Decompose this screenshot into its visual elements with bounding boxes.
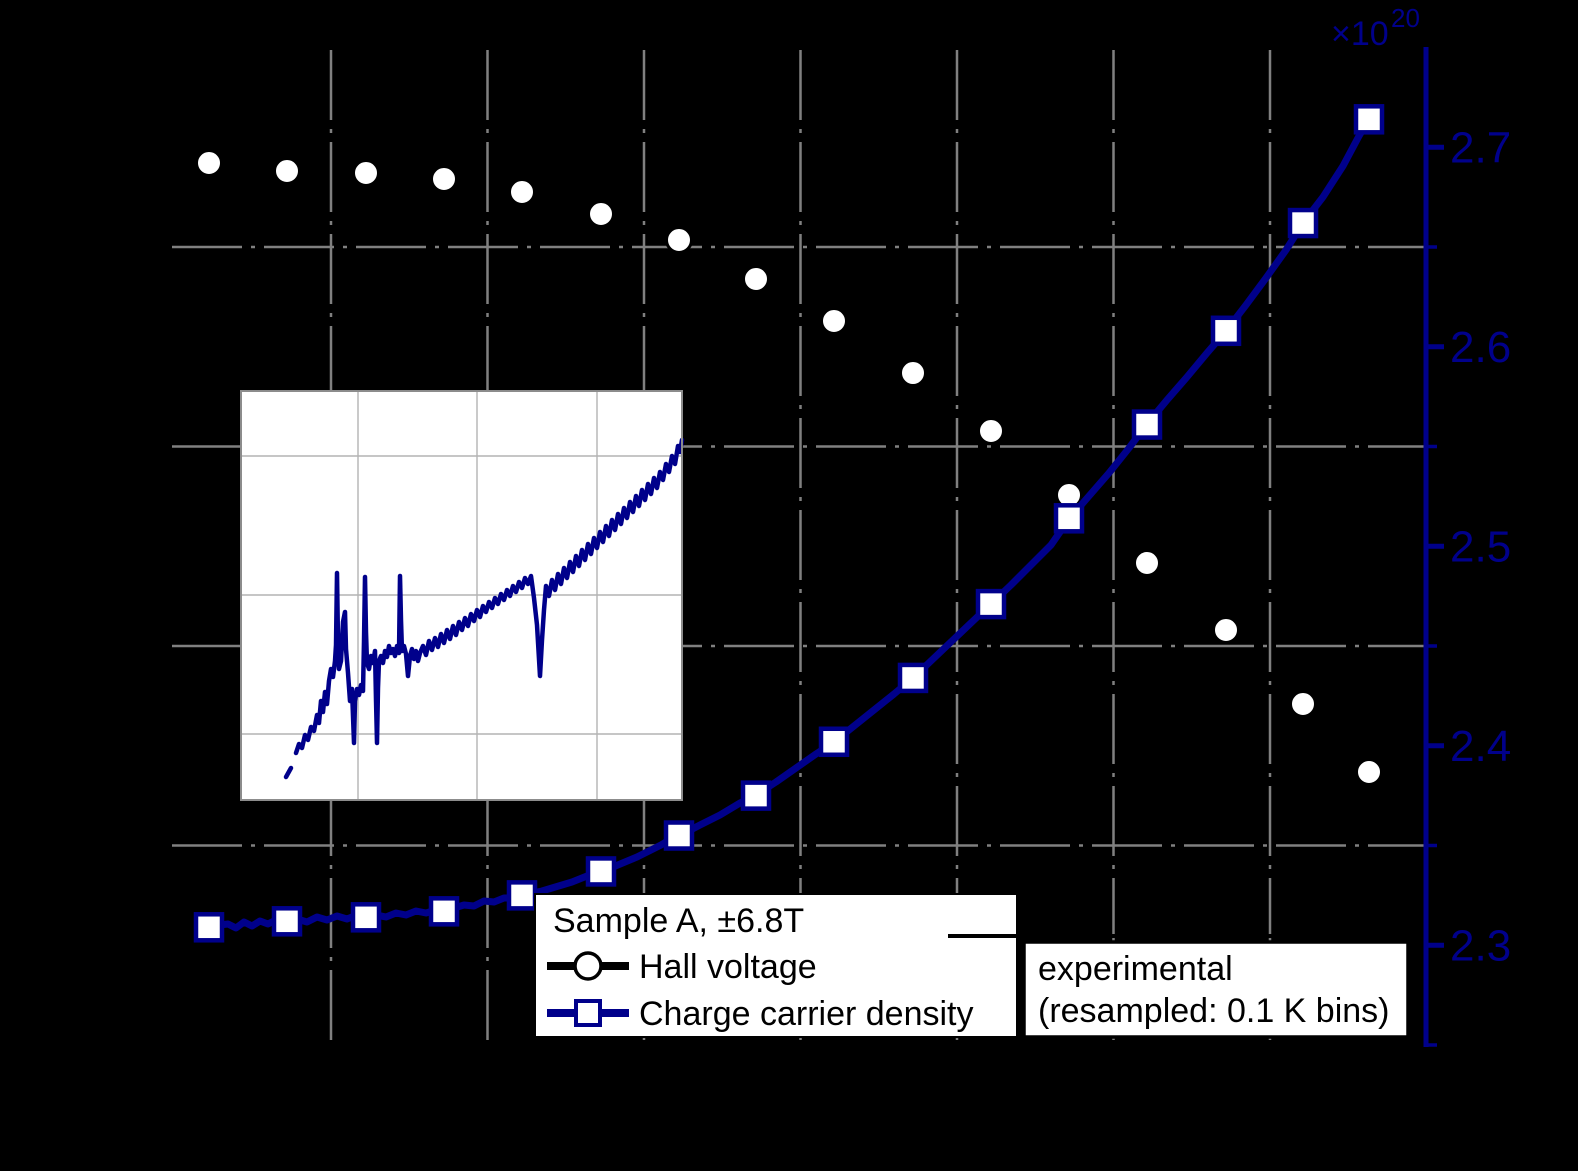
offset-multiplier: ×10 xyxy=(1331,15,1389,53)
right-axis-tick-label: 2.3 xyxy=(1450,921,1511,970)
inset-noisy-curve xyxy=(293,437,685,756)
right-axis-offset-label: ×10 20 xyxy=(1331,3,1420,53)
legend-label-charge-carrier-density: Charge carrier density xyxy=(639,995,973,1033)
note-box-frame xyxy=(1022,940,1410,1039)
hall-voltage-point xyxy=(430,165,458,193)
hall-voltage-point xyxy=(508,178,536,206)
note-line-2: (resampled: 0.1 K bins) xyxy=(1038,992,1390,1030)
inset-frame xyxy=(240,390,683,801)
charge-density-point xyxy=(1131,409,1163,440)
inset-plot xyxy=(240,390,685,801)
right-axis-tick-label: 2.4 xyxy=(1450,722,1511,771)
right-axis-tick-label: 2.5 xyxy=(1450,522,1511,571)
hall-voltage-point xyxy=(273,157,301,185)
charge-density-point xyxy=(585,856,617,887)
hall-voltage-point xyxy=(1133,549,1161,577)
note-line-1: experimental xyxy=(1038,950,1233,988)
charge-density-point xyxy=(1287,207,1319,239)
charge-density-point xyxy=(1210,315,1242,347)
hall-voltage-point xyxy=(352,159,380,187)
hall-voltage-legend-marker-icon xyxy=(573,951,603,981)
charge-density-point xyxy=(428,896,460,927)
hall-voltage-point xyxy=(665,226,693,254)
charge-density-point xyxy=(350,902,382,933)
hall-voltage-point xyxy=(742,265,770,293)
charge-carrier-density-series xyxy=(193,104,1385,943)
offset-exponent: 20 xyxy=(1391,3,1420,33)
right-axis-tick-label: 2.6 xyxy=(1450,323,1511,372)
hall-voltage-point xyxy=(1355,758,1383,786)
charge-density-point xyxy=(271,906,303,937)
legend-label-hall-voltage: Hall voltage xyxy=(639,948,817,986)
note-box: experimental (resampled: 0.1 K bins) xyxy=(1022,940,1410,1039)
charge-density-point xyxy=(506,880,538,911)
hall-voltage-point xyxy=(1212,616,1240,644)
charge-density-point xyxy=(1053,503,1085,534)
charge-density-point xyxy=(818,726,850,758)
legend: Sample A, ±6.8T Hall voltage Charge carr… xyxy=(534,893,1018,1038)
charge-density-point xyxy=(975,588,1007,620)
hall-voltage-point xyxy=(195,149,223,177)
hall-voltage-point xyxy=(977,417,1005,445)
legend-entry-charge-carrier-density: Charge carrier density xyxy=(547,995,973,1033)
inset-noisy-curve xyxy=(283,765,294,780)
right-axis: 2.7 2.6 2.5 2.4 2.3 xyxy=(1423,47,1511,1047)
charge-density-point xyxy=(663,820,695,851)
hall-voltage-point xyxy=(1289,690,1317,718)
charge-density-point xyxy=(1353,104,1385,135)
legend-title: Sample A, ±6.8T xyxy=(553,902,804,940)
charge-density-point xyxy=(740,780,772,811)
charge-density-point xyxy=(897,662,929,694)
hall-voltage-point xyxy=(820,307,848,335)
right-axis-tick-label: 2.7 xyxy=(1450,123,1511,172)
legend-entry-hall-voltage: Hall voltage xyxy=(547,948,817,986)
hall-voltage-point xyxy=(587,200,615,228)
hall-voltage-series xyxy=(195,149,1383,786)
charge-density-point xyxy=(193,912,225,943)
charge-density-legend-marker-icon xyxy=(574,999,602,1027)
hall-voltage-point xyxy=(899,359,927,387)
